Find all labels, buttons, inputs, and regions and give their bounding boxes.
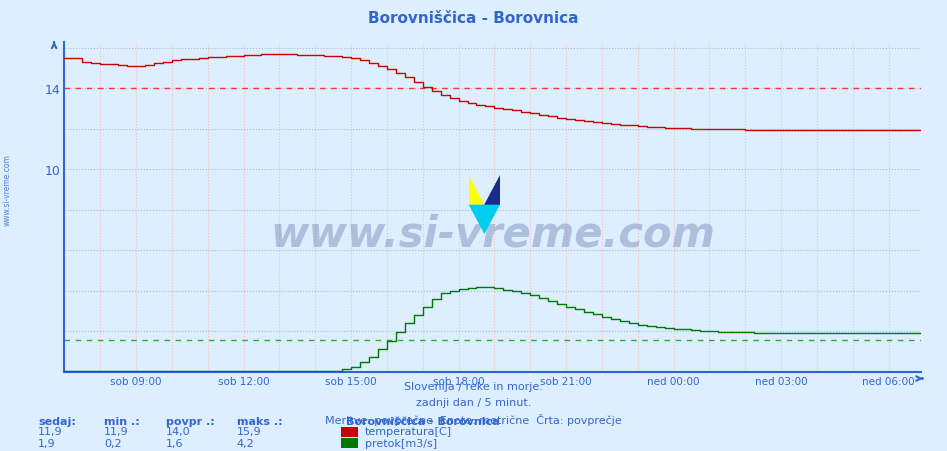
Polygon shape bbox=[469, 205, 500, 235]
Text: maks .:: maks .: bbox=[237, 416, 282, 426]
Text: 0,2: 0,2 bbox=[104, 437, 122, 447]
Text: 11,9: 11,9 bbox=[38, 426, 63, 436]
Text: pretok[m3/s]: pretok[m3/s] bbox=[365, 437, 437, 447]
Text: Borovniščica - Borovnica: Borovniščica - Borovnica bbox=[368, 11, 579, 26]
Text: 14,0: 14,0 bbox=[166, 426, 190, 436]
Text: sedaj:: sedaj: bbox=[38, 416, 76, 426]
Text: temperatura[C]: temperatura[C] bbox=[365, 426, 452, 436]
Polygon shape bbox=[485, 176, 500, 205]
Text: 1,6: 1,6 bbox=[166, 437, 183, 447]
Text: zadnji dan / 5 minut.: zadnji dan / 5 minut. bbox=[416, 397, 531, 407]
Text: Meritve: povprečne  Enote: metrične  Črta: povprečje: Meritve: povprečne Enote: metrične Črta:… bbox=[325, 413, 622, 425]
Text: Slovenija / reke in morje.: Slovenija / reke in morje. bbox=[404, 381, 543, 391]
Text: 4,2: 4,2 bbox=[237, 437, 255, 447]
Text: 11,9: 11,9 bbox=[104, 426, 129, 436]
Text: www.si-vreme.com: www.si-vreme.com bbox=[3, 153, 12, 226]
Text: 1,9: 1,9 bbox=[38, 437, 56, 447]
Text: 15,9: 15,9 bbox=[237, 426, 261, 436]
Text: Borovniščica - Borovnica: Borovniščica - Borovnica bbox=[346, 416, 499, 426]
Text: povpr .:: povpr .: bbox=[166, 416, 214, 426]
Polygon shape bbox=[469, 176, 485, 205]
Text: min .:: min .: bbox=[104, 416, 140, 426]
Text: www.si-vreme.com: www.si-vreme.com bbox=[271, 213, 715, 255]
